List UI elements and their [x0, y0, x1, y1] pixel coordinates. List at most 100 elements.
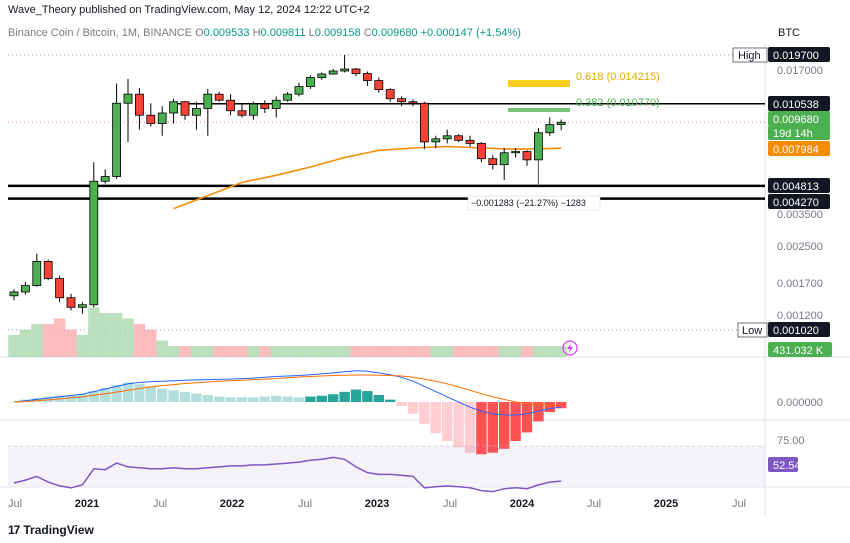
macd-histogram-bar	[157, 388, 168, 402]
macd-histogram-bar	[191, 393, 202, 402]
macd-histogram-bar	[316, 395, 327, 402]
candle-body	[351, 68, 361, 74]
volume-bar	[361, 346, 374, 357]
candle-body	[32, 260, 42, 286]
macd-histogram-bar	[88, 391, 99, 402]
macd-histogram-bar	[521, 402, 533, 433]
high-tag-label: High	[738, 50, 761, 62]
x-tick-label: 2023	[365, 498, 389, 510]
candle-body	[362, 73, 372, 81]
candle-body	[294, 86, 304, 95]
macd-histogram-bar	[453, 402, 464, 448]
volume-bar	[270, 346, 282, 357]
candle-body	[112, 102, 121, 177]
macd-histogram-bar	[31, 398, 42, 402]
volume-bar	[156, 340, 168, 357]
x-tick-label: 2025	[654, 498, 678, 510]
volume-bar	[179, 346, 191, 357]
signal-line	[13, 374, 562, 406]
macd-histogram-bar	[202, 394, 213, 402]
resistance-tag-bg	[768, 96, 830, 111]
volume-bar	[521, 346, 533, 357]
support1-tag-bg	[768, 178, 830, 193]
x-tick-label: 2024	[510, 498, 535, 510]
volume-bar	[88, 307, 100, 357]
volume-bar	[373, 346, 385, 357]
x-tick-label: 2021	[75, 498, 99, 510]
macd-histogram-bar	[362, 391, 373, 402]
candle-body	[100, 176, 110, 182]
volume-bar	[532, 346, 545, 357]
volume-bar	[293, 346, 305, 357]
rsi-band	[8, 446, 765, 486]
low-value-tag: 0.001020	[773, 325, 819, 337]
macd-histogram-bar	[385, 399, 396, 402]
y-tick-label: 0.000000	[777, 397, 823, 409]
candle-body	[43, 260, 53, 279]
macd-histogram-bar	[510, 402, 521, 441]
macd-histogram-bar	[396, 402, 407, 406]
volume-bar	[202, 346, 214, 357]
volume-bar	[441, 346, 453, 357]
volume-bar	[509, 346, 522, 357]
candle-body	[465, 139, 475, 144]
rsi-line	[13, 456, 562, 493]
countdown-tag-bg	[768, 125, 830, 140]
x-tick-label: Jul	[298, 498, 312, 510]
candle-body	[522, 151, 532, 161]
volume-bar	[65, 329, 77, 357]
candle-body	[191, 108, 201, 116]
candle-body	[134, 93, 144, 116]
resistance-tag: 0.010538	[773, 99, 819, 111]
volume-bar	[31, 324, 43, 357]
measure-box	[467, 195, 601, 211]
macd-histogram-bar	[487, 402, 498, 453]
macd-histogram-bar	[544, 402, 555, 413]
y-tick-label: 0.017000	[777, 65, 823, 77]
candle-body	[283, 93, 293, 101]
fib-382-zone	[508, 108, 570, 112]
tradingview-logo[interactable]: 17 TradingView	[8, 523, 94, 537]
macd-histogram-bar	[533, 402, 544, 422]
macd-histogram-bar	[122, 382, 134, 402]
fib-382-label: 0.382 (0.010770)	[576, 97, 660, 109]
candle-body	[442, 135, 452, 140]
support2-tag-bg	[768, 194, 830, 209]
macd-histogram-bar	[442, 402, 453, 441]
candle-body	[260, 103, 270, 109]
volume-bar	[247, 346, 260, 357]
volume-bar	[167, 346, 180, 357]
volume-bar	[350, 346, 362, 357]
lightning-icon	[562, 340, 578, 356]
candle-body	[488, 158, 498, 166]
macd-histogram-bar	[259, 396, 270, 402]
x-tick-label: Jul	[153, 498, 167, 510]
volume-bar	[76, 335, 89, 357]
macd-histogram-bar	[499, 402, 510, 449]
macd-histogram-bar	[77, 394, 88, 402]
macd-histogram-bar	[100, 387, 111, 402]
candle-body	[305, 77, 315, 87]
macd-histogram-bar	[271, 395, 282, 402]
publish-caption: Wave_Theory published on TradingView.com…	[8, 4, 370, 16]
macd-line	[13, 370, 562, 416]
volume-bar	[418, 346, 431, 357]
candle-body	[9, 291, 19, 297]
high-tag-box	[732, 47, 768, 63]
macd-histogram-bar	[248, 397, 259, 402]
candle-body	[214, 93, 224, 101]
candle-body	[385, 89, 395, 100]
candle-body	[66, 297, 76, 308]
candle-body	[431, 138, 441, 143]
volume-bar	[8, 335, 20, 357]
x-tick-label: Jul	[8, 498, 22, 510]
measure-label: −0.001283 (−21.27%) −1283	[471, 198, 586, 208]
macd-histogram-bar	[476, 402, 487, 455]
last-price-tag: 0.009680	[773, 114, 819, 126]
countdown-tag: 19d 14h	[773, 128, 813, 140]
candle-body	[556, 121, 566, 126]
fib-618-label: 0.618 (0.014215)	[576, 71, 660, 83]
candle-body	[203, 93, 213, 109]
candle-body	[226, 99, 236, 112]
